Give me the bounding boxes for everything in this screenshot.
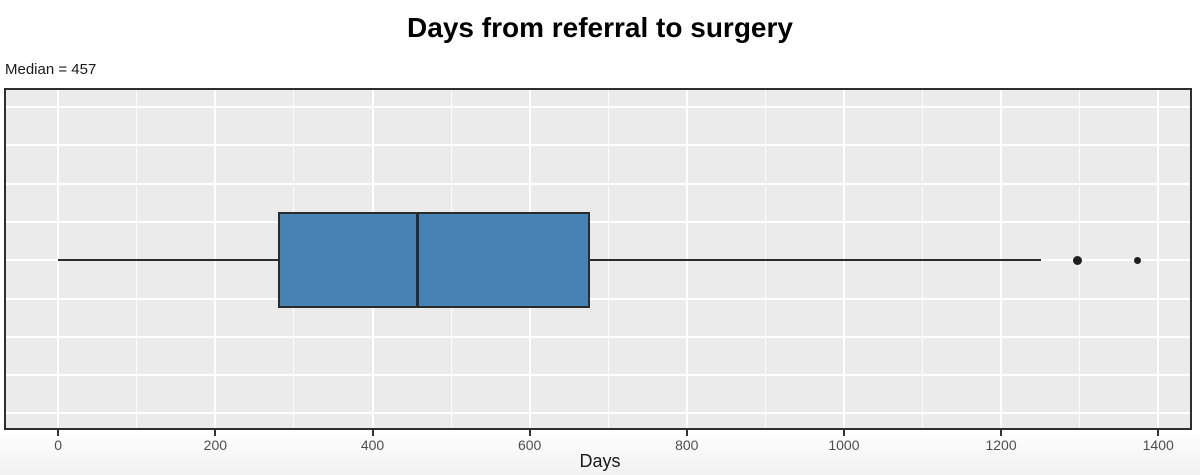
whisker-lower [58, 259, 279, 261]
whisker-upper [590, 259, 1042, 261]
x-axis-tick [214, 430, 217, 436]
gridline-horizontal [4, 144, 1192, 147]
x-axis-tick [1157, 430, 1160, 436]
x-axis-tick-label: 1400 [1142, 437, 1174, 453]
x-axis-tick [1000, 430, 1003, 436]
x-axis-strip [0, 430, 1200, 475]
outlier-point [1072, 255, 1082, 265]
x-axis-tick-label: 200 [203, 437, 228, 453]
outlier-point [1133, 256, 1141, 264]
x-axis-tick [685, 430, 688, 436]
x-axis-tick [842, 430, 845, 436]
x-axis-tick-label: 0 [54, 437, 63, 453]
boxplot-box [278, 212, 591, 308]
x-axis-tick [371, 430, 374, 436]
gridline-horizontal [4, 182, 1192, 185]
gridline-vertical-major [1157, 88, 1160, 430]
x-axis-tick-label: 400 [360, 437, 385, 453]
gridline-horizontal [4, 412, 1192, 415]
x-axis-tick-label: 1200 [985, 437, 1017, 453]
x-axis-title: Days [579, 451, 621, 471]
chart-title: Days from referral to surgery [407, 12, 793, 43]
x-axis-tick-label: 800 [675, 437, 699, 453]
plot-panel [4, 88, 1192, 430]
gridline-horizontal [4, 106, 1192, 108]
gridline-horizontal [4, 335, 1192, 338]
x-axis-tick [57, 430, 60, 436]
x-axis-tick-label: 600 [517, 437, 542, 453]
gridline-horizontal [4, 374, 1192, 377]
x-axis-tick [528, 430, 531, 436]
median-annotation: Median = 457 [5, 61, 97, 78]
x-axis-tick-label: 1000 [828, 437, 860, 453]
median-line [415, 212, 420, 308]
gridline-horizontal [4, 297, 1192, 300]
gridline-horizontal [4, 220, 1192, 223]
